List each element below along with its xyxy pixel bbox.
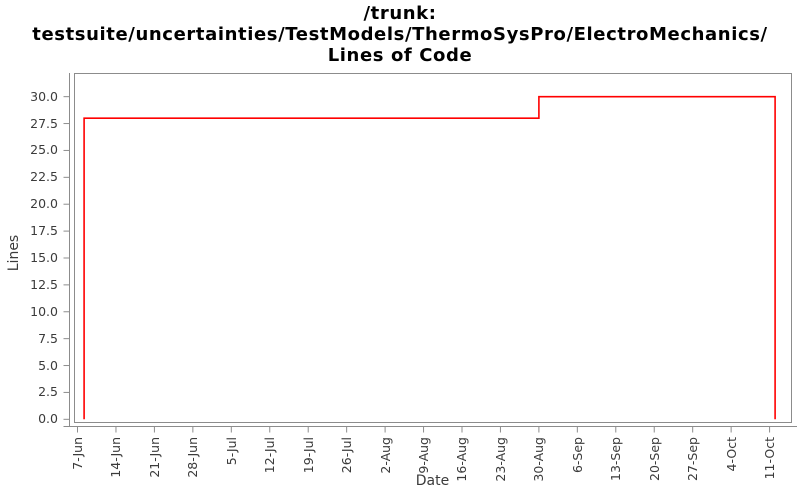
plot-border — [74, 73, 792, 423]
x-axis-title: Date — [415, 473, 450, 489]
loc-step-line — [83, 95, 776, 420]
chart-title-line-3: Lines of Code — [327, 45, 473, 66]
chart-title-line-1: /trunk: — [363, 3, 437, 24]
chart-title-line-2: testsuite/uncertainties/TestModels/Therm… — [32, 24, 768, 45]
y-axis-title-text: Lines — [6, 234, 22, 272]
chart-title: /trunk: testsuite/uncertainties/TestMode… — [0, 3, 800, 66]
